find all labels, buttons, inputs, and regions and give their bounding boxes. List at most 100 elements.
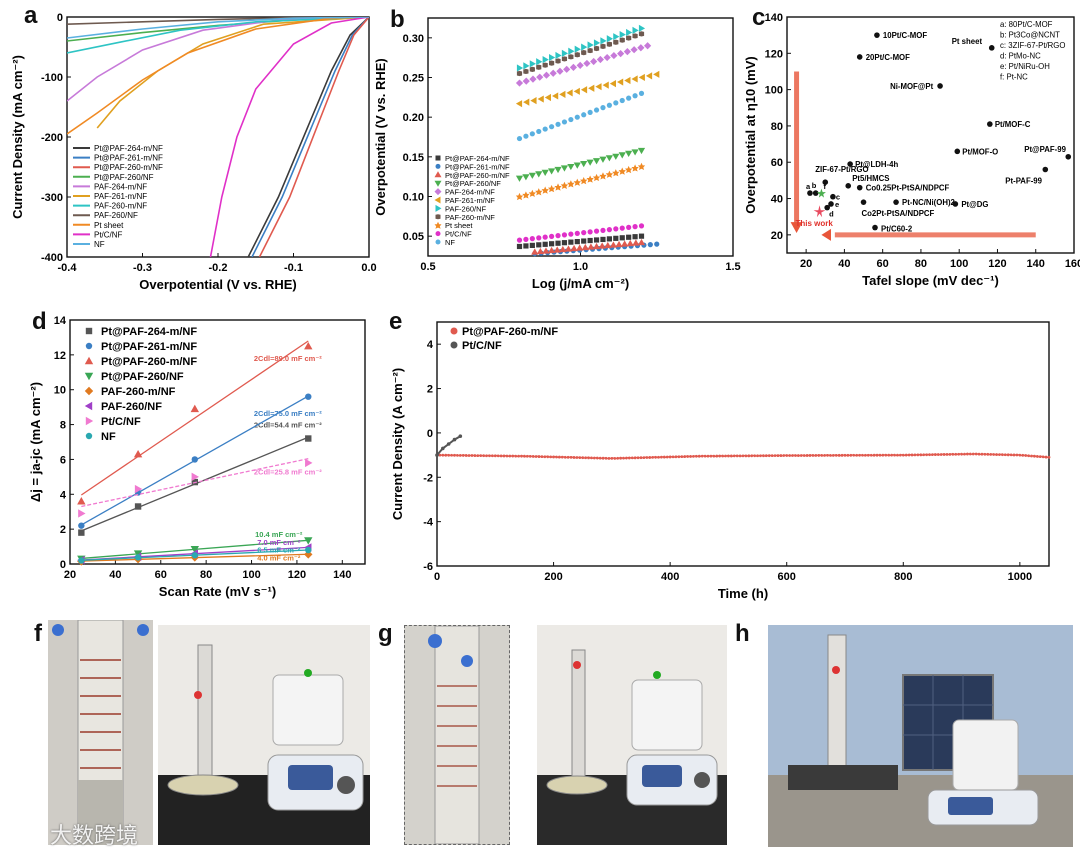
- data-point: [581, 456, 585, 460]
- legend-label-pt-c-nf: Pt/C/NF: [462, 340, 502, 352]
- data-point: [1021, 453, 1025, 457]
- point-label-pt-paf-99: Pt-PAF-99: [1005, 176, 1042, 185]
- data-point: [603, 53, 611, 62]
- data-point: [529, 236, 535, 242]
- data-point: [861, 453, 864, 457]
- x-tick-label: 140: [1027, 258, 1045, 270]
- data-point: [549, 53, 556, 62]
- data-point: [604, 456, 608, 460]
- data-point: [604, 241, 612, 249]
- point-label-ni-mof-pt: Ni-MOF@Pt: [890, 82, 934, 91]
- data-point: [626, 95, 632, 101]
- y-tick-label: 0.25: [403, 73, 424, 85]
- series-pt-paf-264-m-nf: [78, 435, 312, 536]
- data-point: [525, 454, 529, 458]
- legend-label-pt-paf-264-m-nf: Pt@PAF-264-m/NF: [101, 326, 197, 338]
- data-point: [606, 236, 612, 242]
- data-point: [568, 239, 574, 245]
- y-tick-label: 100: [765, 85, 783, 97]
- point-label-pt-dg: Pt@DG: [961, 200, 988, 209]
- data-point: [560, 455, 564, 459]
- legend-marker-pt-paf-260-nf: [434, 180, 442, 187]
- data-point-pt-mof-c: [987, 121, 993, 127]
- data-point: [785, 454, 789, 457]
- data-point: [549, 60, 555, 66]
- data-point: [852, 453, 856, 457]
- data-point: [523, 62, 530, 70]
- data-point: [548, 168, 556, 175]
- data-point: [625, 456, 628, 460]
- data-point: [756, 454, 759, 458]
- data-point-a: [807, 190, 813, 196]
- legend-marker-pt-paf-261-m-nf: [435, 163, 441, 169]
- data-point: [520, 454, 523, 458]
- data-point: [762, 454, 765, 458]
- data-point: [609, 79, 617, 88]
- point-label-pt-sheet: Pt sheet: [952, 37, 983, 46]
- data-point: [134, 484, 143, 494]
- panel-label-h: h: [735, 620, 750, 647]
- data-point: [843, 453, 847, 457]
- data-point: [453, 453, 456, 457]
- legend-entry-3: d: PtMo-NC: [1000, 52, 1041, 61]
- data-point: [523, 454, 526, 458]
- data-point: [791, 454, 794, 457]
- data-point: [989, 452, 993, 456]
- legend-marker-pt-c-nf: [450, 341, 458, 349]
- data-point: [592, 242, 601, 250]
- data-point: [706, 454, 710, 458]
- legend-label-nf: NF: [445, 238, 455, 247]
- plot-frame: [69, 319, 366, 565]
- data-point: [753, 454, 757, 458]
- data-point: [974, 452, 978, 456]
- x-tick-label: 80: [915, 258, 927, 270]
- data-point: [555, 240, 561, 246]
- chart-e-stability: 0 200 400 600 800 1000 -6 -4 -2 0 2 4 Time (h) Curren…: [390, 321, 1051, 601]
- data-point: [613, 39, 619, 45]
- data-point: [555, 58, 561, 64]
- data-point: [569, 63, 578, 71]
- data-point: [680, 455, 684, 459]
- data-point: [893, 453, 896, 457]
- y-tick-label: 120: [765, 48, 783, 60]
- data-point: [700, 454, 704, 458]
- data-point-pt5-hmcs: [845, 183, 852, 189]
- data-point: [971, 452, 975, 456]
- data-point: [613, 33, 620, 41]
- data-point: [637, 44, 645, 52]
- x-tick-label: 20: [64, 569, 76, 581]
- data-point: [560, 165, 569, 172]
- data-point: [689, 455, 692, 458]
- data-point: [954, 452, 958, 456]
- data-point: [770, 454, 774, 458]
- data-point: [482, 454, 486, 458]
- data-point: [632, 224, 638, 230]
- data-point-pt-paf-99: [1065, 153, 1072, 160]
- data-point: [523, 236, 529, 242]
- point-label-pt-c60-2: Pt/C60-2: [881, 225, 913, 234]
- data-point: [588, 84, 595, 92]
- data-point: [561, 49, 569, 57]
- y-tick-label: 0: [60, 559, 66, 571]
- data-point: [508, 454, 512, 458]
- data-point: [467, 454, 471, 457]
- data-point: [957, 452, 961, 456]
- data-point: [622, 456, 625, 460]
- x-tick-label: -0.2: [209, 262, 228, 274]
- photo-f-closeup: [48, 620, 153, 845]
- x-tick-label: 100: [950, 258, 968, 270]
- data-point: [616, 456, 620, 460]
- data-point: [638, 24, 646, 32]
- chart-a-polarization: -0.4 -0.3 -0.2 -0.1 0.0 -400 -300 -200 -100 0 Over…: [10, 12, 377, 292]
- data-point: [549, 241, 555, 247]
- data-point: [623, 48, 631, 56]
- data-point: [566, 89, 573, 97]
- legend-label-pt-c-nf: Pt/C/NF: [101, 416, 141, 428]
- data-point: [966, 452, 969, 456]
- data-point: [564, 245, 573, 252]
- legend-marker-paf-260-nf: [435, 204, 442, 212]
- legend-marker-pt-paf-264-m-nf: [435, 155, 441, 161]
- data-point: [619, 456, 622, 460]
- legend-marker-paf-264-m-nf: [434, 188, 442, 196]
- data-point: [613, 456, 617, 460]
